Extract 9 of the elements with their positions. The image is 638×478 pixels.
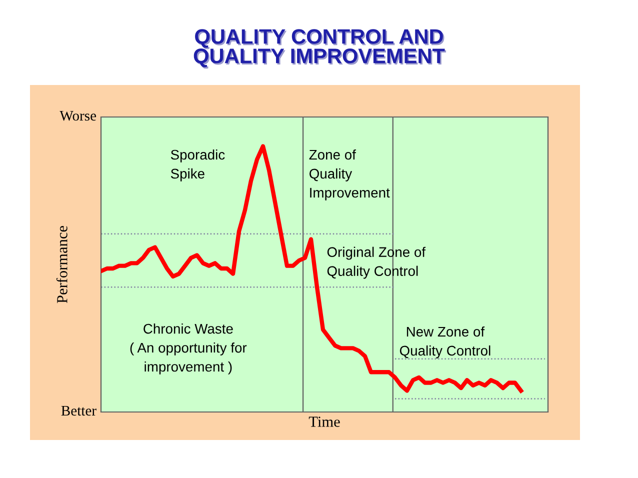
annotation: Sporadic Spike (170, 149, 225, 182)
text: Better (61, 406, 96, 416)
x-axis-title: Time (308, 416, 340, 427)
y-axis-title: Performance (56, 226, 68, 304)
annotation: Chronic Waste ( An opportunity for improvement ) (130, 324, 247, 374)
text: Worse (60, 110, 96, 121)
chart-title: QUALITY CONTROL AND QUALITY IMPROVEMENT (195, 30, 446, 69)
annotation: Zone of Quality Improvement (309, 149, 390, 200)
annotation: New Zone of Quality Control (400, 326, 490, 358)
